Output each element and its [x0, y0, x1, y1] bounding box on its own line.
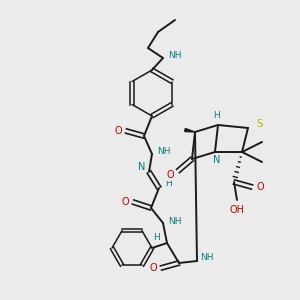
Text: O: O	[114, 126, 122, 136]
Text: OH: OH	[230, 205, 244, 215]
Text: NH: NH	[157, 148, 171, 157]
Text: NH: NH	[168, 217, 182, 226]
Text: H: H	[154, 232, 160, 242]
Text: NH: NH	[200, 254, 214, 262]
Text: H: H	[213, 110, 219, 119]
Text: S: S	[257, 119, 263, 129]
Text: O: O	[256, 182, 264, 192]
Text: O: O	[166, 170, 174, 180]
Text: O: O	[121, 197, 129, 207]
Text: N: N	[213, 155, 221, 165]
Text: H: H	[166, 178, 172, 188]
Text: O: O	[149, 263, 157, 273]
Text: NH: NH	[168, 52, 182, 61]
Text: N: N	[138, 162, 146, 172]
Polygon shape	[185, 128, 195, 132]
